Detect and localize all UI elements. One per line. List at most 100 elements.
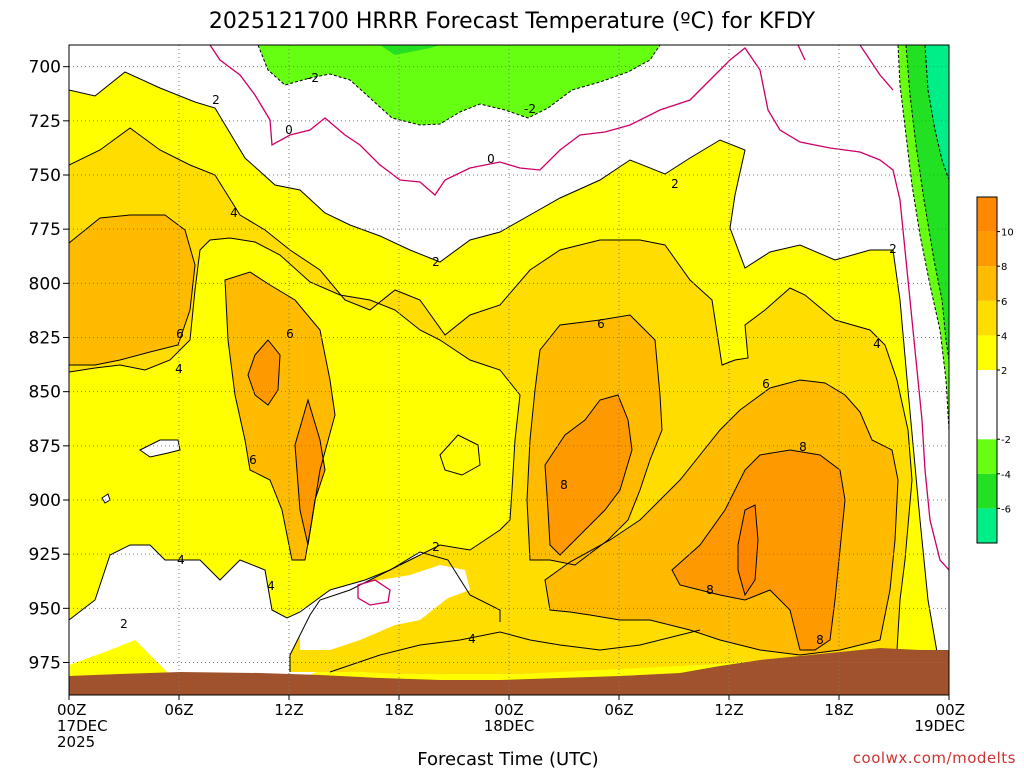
contour-lines <box>69 71 938 673</box>
contour-label: 2 <box>212 93 220 107</box>
contour-neg6-right <box>924 45 949 181</box>
contour-0-upper <box>797 45 806 61</box>
band-8-10-a <box>248 340 280 405</box>
contour-label: 2 <box>432 540 440 554</box>
contour-6-left <box>69 214 196 366</box>
contour-label: 0 <box>487 152 495 166</box>
contour-label: 8 <box>706 583 714 597</box>
contour-label: -2 <box>307 71 319 85</box>
contour-0 <box>209 45 949 571</box>
contour-label: 2 <box>120 617 128 631</box>
pocket-white-b <box>300 565 470 650</box>
contour-label: 6 <box>762 377 770 391</box>
contour-label: 6 <box>176 327 184 341</box>
y-tick-label: 825 <box>29 329 61 349</box>
x-axis-label: Forecast Time (UTC) <box>417 749 598 768</box>
contour-label: 6 <box>249 453 257 467</box>
y-axis: 700 725 750 775 800 825 850 875 900 925 950 975 <box>29 58 69 674</box>
contour-0-right <box>859 45 894 91</box>
x-tick-label: 12Z <box>274 701 303 719</box>
contour-label: 4 <box>468 632 476 646</box>
colorbar-swatch <box>977 266 997 301</box>
contour-2 <box>69 71 893 269</box>
colorbar-tick-label: 4 <box>1001 331 1007 342</box>
chart-title: 2025121700 HRRR Forecast Temperature (ºC… <box>209 9 816 34</box>
colorbar-swatch <box>977 300 997 336</box>
contour-label: 6 <box>597 317 605 331</box>
colorbar-swatch <box>977 439 997 474</box>
contour-4-bottom <box>329 629 701 673</box>
contour-neg2-right <box>897 45 949 431</box>
contour-neg4-right <box>905 45 949 361</box>
band-neg4-neg6 <box>380 45 440 55</box>
y-tick-label: 925 <box>29 545 61 565</box>
contour-label: 6 <box>286 327 294 341</box>
negative-contours <box>257 45 949 431</box>
colorbar-swatch <box>977 473 997 509</box>
y-tick-label: 850 <box>29 383 61 403</box>
y-tick-label: 775 <box>29 220 61 240</box>
x-tick-label: 2025 <box>57 733 95 751</box>
y-tick-label: 725 <box>29 112 61 132</box>
colorbar-tick-label: 10 <box>1001 228 1014 239</box>
contour-6-center <box>526 314 663 566</box>
band-neg2-neg4 <box>258 45 660 125</box>
contour-label: 8 <box>560 478 568 492</box>
contour-label: 8 <box>799 440 807 454</box>
contour-label: 4 <box>267 579 275 593</box>
x-tick-label: 06Z <box>164 701 193 719</box>
colorbar-tick-label: 8 <box>1001 262 1007 273</box>
x-tick-label: 00Z <box>936 701 965 719</box>
colorbar-tick-label: -2 <box>1001 435 1011 446</box>
contour-4 <box>69 127 886 366</box>
contour-label: -2 <box>524 102 536 116</box>
x-tick-label: 12Z <box>714 701 743 719</box>
y-tick-label: 975 <box>29 654 61 674</box>
colorbar-swatch <box>977 231 997 267</box>
contour-8-b <box>294 398 326 546</box>
x-tick-label: 17DEC <box>57 717 108 735</box>
y-tick-label: 700 <box>29 58 61 78</box>
contour-labels: -2 -2 0 0 2 2 2 2 2 2 4 4 4 4 4 4 6 6 6 6 6 8 8 8 8 <box>120 71 897 647</box>
x-tick-label: 06Z <box>604 701 633 719</box>
contour-label: 2 <box>432 255 440 269</box>
contour-label: 4 <box>230 206 238 220</box>
contour-label: 2 <box>889 242 897 256</box>
y-tick-label: 950 <box>29 599 61 619</box>
y-tick-label: 900 <box>29 491 61 511</box>
contour-2-bottom <box>69 544 501 622</box>
y-tick-label: 800 <box>29 274 61 294</box>
colorbar-swatch <box>977 197 997 232</box>
band-8-10-c <box>545 395 632 555</box>
x-tick-label: 19DEC <box>914 717 965 735</box>
colorbar-tick-label: 2 <box>1001 366 1007 377</box>
contour-label: 8 <box>816 633 824 647</box>
credit-text: coolwx.com/modelts <box>853 749 1016 767</box>
band-8-10-b <box>295 400 325 545</box>
y-tick-label: 875 <box>29 437 61 457</box>
contour-8-a <box>247 339 281 406</box>
band-6-8-left <box>69 215 195 365</box>
contour-label: 4 <box>175 362 183 376</box>
x-tick-label: 00Z <box>57 701 86 719</box>
terrain-surface <box>69 648 949 695</box>
contour-4-right <box>884 344 913 651</box>
x-tick-label: 18DEC <box>484 717 535 735</box>
contour-label: 4 <box>873 337 881 351</box>
contour-label: 4 <box>177 553 185 567</box>
colorbar-tick-label: -6 <box>1001 504 1011 515</box>
contour-8-c <box>544 394 633 556</box>
band-10-12 <box>738 505 758 595</box>
contour-8-d <box>671 449 846 651</box>
contour-pocket-a <box>139 439 181 458</box>
grid-lines <box>69 45 949 695</box>
x-tick-label: 18Z <box>384 701 413 719</box>
contour-label: 0 <box>285 123 293 137</box>
colorbar-swatch <box>977 370 997 440</box>
plot-area <box>69 45 949 695</box>
contour-6-right <box>544 379 899 656</box>
band-neg6-neg8-right <box>925 45 949 180</box>
